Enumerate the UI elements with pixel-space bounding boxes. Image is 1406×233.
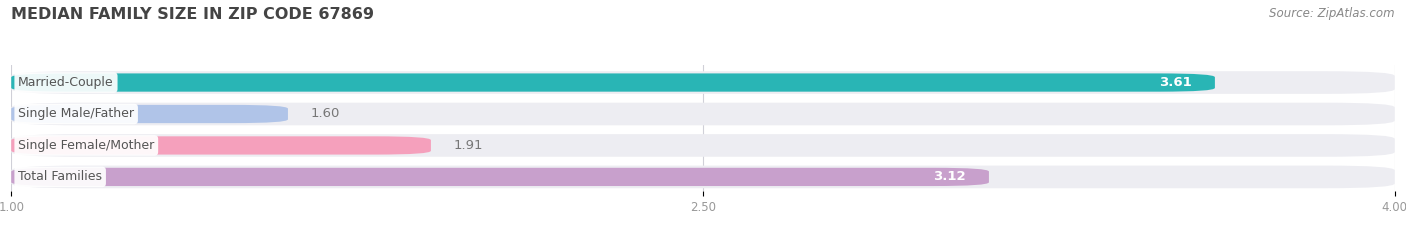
Text: 1.91: 1.91: [454, 139, 484, 152]
Text: MEDIAN FAMILY SIZE IN ZIP CODE 67869: MEDIAN FAMILY SIZE IN ZIP CODE 67869: [11, 7, 374, 22]
Text: Single Male/Father: Single Male/Father: [18, 107, 134, 120]
FancyBboxPatch shape: [11, 103, 1395, 125]
FancyBboxPatch shape: [11, 71, 1395, 94]
FancyBboxPatch shape: [11, 73, 1215, 92]
FancyBboxPatch shape: [11, 166, 1395, 188]
FancyBboxPatch shape: [11, 105, 288, 123]
Text: 1.60: 1.60: [311, 107, 340, 120]
FancyBboxPatch shape: [11, 168, 988, 186]
FancyBboxPatch shape: [11, 134, 1395, 157]
FancyBboxPatch shape: [11, 136, 430, 154]
Text: Single Female/Mother: Single Female/Mother: [18, 139, 155, 152]
Text: Source: ZipAtlas.com: Source: ZipAtlas.com: [1270, 7, 1395, 20]
Text: Married-Couple: Married-Couple: [18, 76, 114, 89]
Text: 3.12: 3.12: [934, 170, 966, 183]
Text: Total Families: Total Families: [18, 170, 103, 183]
Text: 3.61: 3.61: [1159, 76, 1192, 89]
